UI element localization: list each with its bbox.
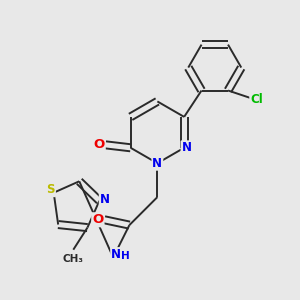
Text: N: N — [100, 193, 110, 206]
Text: N: N — [182, 141, 191, 154]
Text: N: N — [152, 157, 162, 170]
Text: Cl: Cl — [250, 93, 263, 106]
Text: H: H — [121, 251, 130, 261]
Text: O: O — [94, 138, 105, 151]
Text: CH₃: CH₃ — [63, 254, 84, 263]
Text: S: S — [46, 183, 55, 196]
Text: N: N — [111, 248, 121, 261]
Text: O: O — [92, 213, 104, 226]
